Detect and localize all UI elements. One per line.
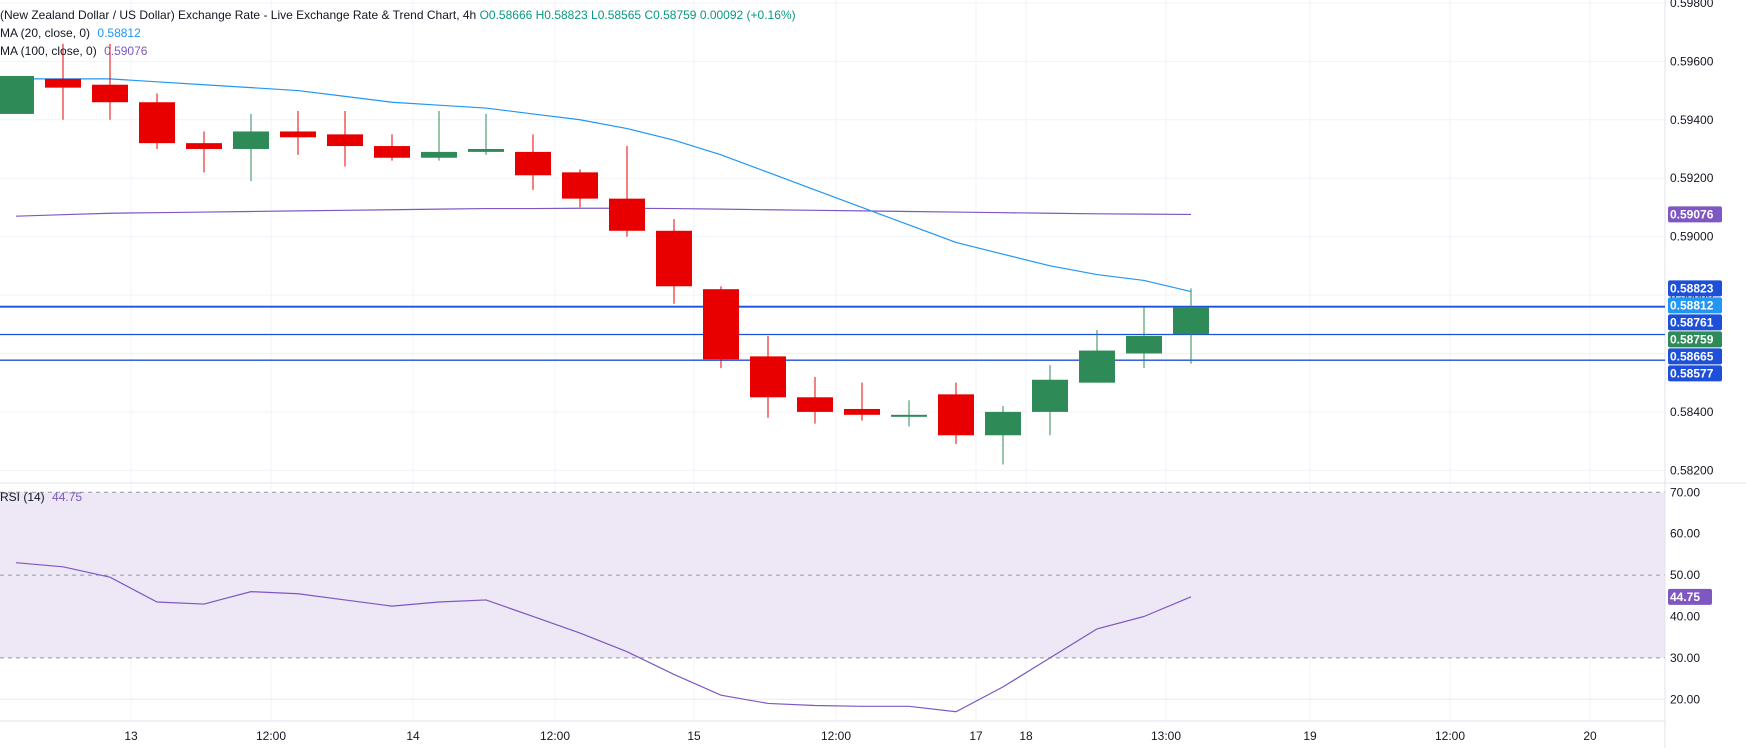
- price-axis-tick: 0.59600: [1670, 54, 1714, 68]
- price-axis-tick: 0.59800: [1670, 0, 1714, 10]
- candle-body: [0, 75, 34, 114]
- ohlc-high: H0.58823: [535, 8, 588, 22]
- candle-body: [421, 151, 457, 158]
- price-label-text: 0.58823: [1670, 281, 1714, 295]
- candle-body: [891, 414, 927, 417]
- candle-body: [703, 289, 739, 360]
- chart-header: (New Zealand Dollar / US Dollar) Exchang…: [0, 8, 796, 22]
- price-axis-tick: 0.58400: [1670, 405, 1714, 419]
- time-axis-tick: 12:00: [1435, 729, 1465, 743]
- ma20-legend[interactable]: MA (20, close, 0) 0.58812: [0, 26, 141, 40]
- price-label-text: 0.58577: [1670, 366, 1714, 380]
- candle-body: [1079, 350, 1115, 383]
- candle-body: [797, 397, 833, 412]
- ohlc-change: 0.00092 (+0.16%): [699, 8, 796, 22]
- price-label-badge: [1668, 280, 1722, 297]
- rsi-axis-tick: 30.00: [1670, 651, 1700, 665]
- time-axis-tick: 12:00: [256, 729, 286, 743]
- ma100-legend[interactable]: MA (100, close, 0) 0.59076: [0, 44, 147, 58]
- time-axis-tick: 18: [1019, 729, 1033, 743]
- rsi-axis-tick: 60.00: [1670, 527, 1700, 541]
- candle-body: [844, 408, 880, 415]
- candle-body: [92, 84, 128, 103]
- rsi-axis-tick: 70.00: [1670, 485, 1700, 499]
- time-axis-tick: 19: [1303, 729, 1317, 743]
- rsi-axis-tick: 20.00: [1670, 692, 1700, 706]
- candle-body: [374, 146, 410, 158]
- rsi-value-badge-text: 44.75: [1670, 590, 1700, 604]
- candle-body: [656, 230, 692, 287]
- ma20-line: [16, 78, 1192, 293]
- candle-body: [327, 134, 363, 147]
- candle-body: [280, 131, 316, 138]
- rsi-value-badge: [1668, 588, 1712, 605]
- rsi-legend[interactable]: RSI (14) 44.75: [0, 490, 82, 504]
- candle-body: [938, 394, 974, 436]
- ohlc-values: O0.58666 H0.58823 L0.58565 C0.58759 0.00…: [480, 8, 796, 22]
- candle-body: [985, 411, 1021, 436]
- price-label-text: 0.58812: [1670, 298, 1714, 312]
- ma20-value: 0.58812: [97, 26, 141, 40]
- time-axis-tick: 13:00: [1151, 729, 1181, 743]
- time-axis-tick: 12:00: [540, 729, 570, 743]
- price-axis-tick: 0.59400: [1670, 113, 1714, 127]
- candle-body: [45, 78, 81, 88]
- time-axis-tick: 12:00: [821, 729, 851, 743]
- candle-body: [186, 143, 222, 149]
- price-label-text: 0.59076: [1670, 207, 1714, 221]
- candle-body: [750, 356, 786, 398]
- candle-body: [609, 198, 645, 231]
- time-axis-tick: 13: [124, 729, 138, 743]
- ohlc-low: L0.58565: [591, 8, 642, 22]
- rsi-axis-tick: 40.00: [1670, 609, 1700, 623]
- price-label-badge: [1668, 314, 1722, 331]
- candle-body: [233, 131, 269, 149]
- price-label-badge: [1668, 365, 1722, 382]
- candle-body: [515, 151, 551, 176]
- time-axis-tick: 20: [1583, 729, 1597, 743]
- ma100-line: [15, 207, 1192, 217]
- candle-body: [1173, 307, 1209, 335]
- price-label-badge: [1668, 348, 1722, 365]
- price-label-badge: [1668, 297, 1722, 314]
- candle-body: [1032, 379, 1068, 412]
- price-axis-tick: 0.59000: [1670, 230, 1714, 244]
- rsi-line: [15, 562, 1192, 713]
- candle-body: [139, 102, 175, 144]
- ma20-label: MA (20, close, 0): [0, 26, 91, 40]
- price-axis-tick: 0.59200: [1670, 171, 1714, 185]
- price-label-text: 0.58665: [1670, 349, 1714, 363]
- time-axis-tick: 15: [687, 729, 701, 743]
- candle-body: [562, 172, 598, 199]
- ohlc-close: C0.58759: [644, 8, 697, 22]
- rsi-value: 44.75: [52, 490, 83, 504]
- ohlc-open: O0.58666: [479, 8, 533, 22]
- rsi-axis-tick: 50.00: [1670, 568, 1700, 582]
- candle-body: [468, 148, 504, 152]
- candle-body: [1126, 335, 1162, 354]
- price-label-text: 0.58759: [1670, 332, 1714, 346]
- ma100-value: 0.59076: [104, 44, 148, 58]
- price-axis-tick: 0.58200: [1670, 463, 1714, 477]
- rsi-label: RSI (14): [0, 490, 45, 504]
- ma100-label: MA (100, close, 0): [0, 44, 97, 58]
- time-axis-tick: 14: [406, 729, 420, 743]
- time-axis-tick: 17: [969, 729, 983, 743]
- chart-title: (New Zealand Dollar / US Dollar) Exchang…: [0, 8, 477, 22]
- price-label-text: 0.58761: [1670, 315, 1714, 329]
- price-label-badge: [1668, 331, 1722, 348]
- price-label-badge: [1668, 206, 1722, 223]
